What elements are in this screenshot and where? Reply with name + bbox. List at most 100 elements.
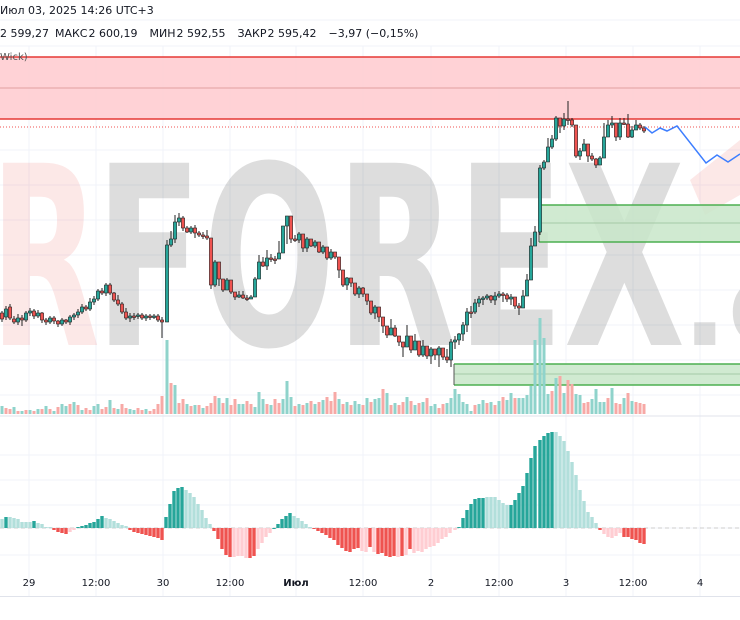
histogram-bar: [156, 528, 160, 538]
candle: [269, 254, 273, 262]
histogram-bar: [352, 528, 356, 549]
volume-bar: [397, 405, 401, 414]
volume-bar: [377, 398, 381, 414]
volume-bar: [4, 408, 8, 414]
candle: [140, 313, 144, 320]
candle-body: [554, 117, 558, 140]
candle: [281, 225, 285, 254]
candle: [36, 310, 40, 318]
candle-body: [261, 261, 265, 267]
volume-bar: [144, 409, 148, 414]
candle: [489, 295, 493, 303]
candle-body: [181, 217, 185, 229]
candle: [257, 255, 261, 280]
candle: [538, 165, 542, 235]
volume-bar: [610, 388, 614, 414]
histogram-bar: [529, 458, 533, 528]
candle-body: [229, 279, 233, 293]
volume-bar: [24, 410, 28, 414]
candle: [457, 333, 461, 345]
candle: [253, 277, 257, 298]
candle: [333, 251, 337, 259]
candle-body: [48, 317, 52, 323]
candle-body: [40, 312, 44, 321]
candle-body: [505, 294, 509, 300]
time-axis-tick: 12:00: [618, 578, 648, 589]
volume-bar: [594, 389, 598, 414]
volume-bar: [120, 404, 124, 414]
histogram-bar: [550, 432, 554, 528]
candle-body: [594, 158, 598, 166]
candle-body: [233, 291, 237, 298]
candle-body: [136, 314, 140, 317]
histogram-bar: [0, 519, 4, 528]
candle-body: [245, 297, 249, 300]
candle: [229, 279, 233, 294]
histogram-bar: [120, 525, 124, 528]
candle: [409, 335, 413, 353]
candle: [28, 308, 32, 316]
candle: [349, 277, 353, 287]
volume-bar: [361, 405, 365, 414]
candle: [425, 345, 429, 359]
histogram-bar: [80, 526, 84, 528]
histogram-bar: [380, 528, 384, 553]
histogram-bar: [4, 517, 8, 528]
volume-bar: [429, 406, 433, 414]
candle-body: [449, 341, 453, 361]
histogram-bar: [172, 491, 176, 528]
histogram-bar: [485, 497, 489, 528]
histogram-bar: [60, 528, 64, 533]
candle: [68, 315, 72, 325]
candle-body: [205, 235, 209, 239]
histogram-bar: [336, 528, 340, 545]
watermark-dotcom: .c: [682, 235, 740, 374]
volume-bar: [128, 409, 132, 414]
histogram-bar: [602, 528, 606, 534]
candle-body: [217, 261, 221, 280]
candle: [148, 314, 152, 320]
time-axis-tick: 3: [562, 578, 570, 589]
histogram-bar: [634, 528, 638, 540]
candle: [465, 308, 469, 332]
candle-body: [56, 320, 60, 325]
candles: [0, 101, 646, 367]
candle-body: [622, 122, 626, 125]
candle-body: [429, 348, 433, 357]
histogram-bar: [469, 504, 473, 528]
candle: [461, 322, 465, 341]
candle-body: [297, 233, 301, 241]
volume-bar: [333, 392, 337, 414]
volume-bar: [369, 402, 373, 414]
volume-bar: [36, 409, 40, 414]
candle-body: [582, 143, 586, 152]
histogram-bar: [208, 524, 212, 528]
candle: [566, 101, 570, 125]
volume-bar: [409, 401, 413, 414]
candle-body: [542, 161, 546, 169]
candle-body: [225, 279, 229, 291]
candle: [634, 120, 638, 131]
candle-body: [361, 287, 365, 295]
histogram-bar: [618, 528, 622, 533]
histogram-bar: [44, 527, 48, 528]
histogram-bar: [180, 487, 184, 528]
volume-bar: [345, 402, 349, 414]
candle-body: [453, 339, 457, 343]
volume-bar: [88, 410, 92, 414]
candle-body: [529, 245, 533, 281]
time-axis[interactable]: 29 12:00 30 12:00 Июл 12:00 2 12:00 3 12:00 4: [0, 570, 740, 600]
candle: [132, 313, 136, 320]
candle: [72, 313, 76, 320]
volume-bar: [582, 403, 586, 414]
histogram-bar: [436, 528, 440, 543]
histogram-bar: [184, 490, 188, 528]
candle-body: [257, 261, 261, 280]
volume-bar: [124, 408, 128, 414]
candle: [100, 288, 104, 295]
time-axis-tick: 30: [156, 578, 170, 589]
volume-bar: [525, 395, 529, 414]
histogram-bar: [590, 517, 594, 528]
candle-body: [32, 310, 36, 317]
